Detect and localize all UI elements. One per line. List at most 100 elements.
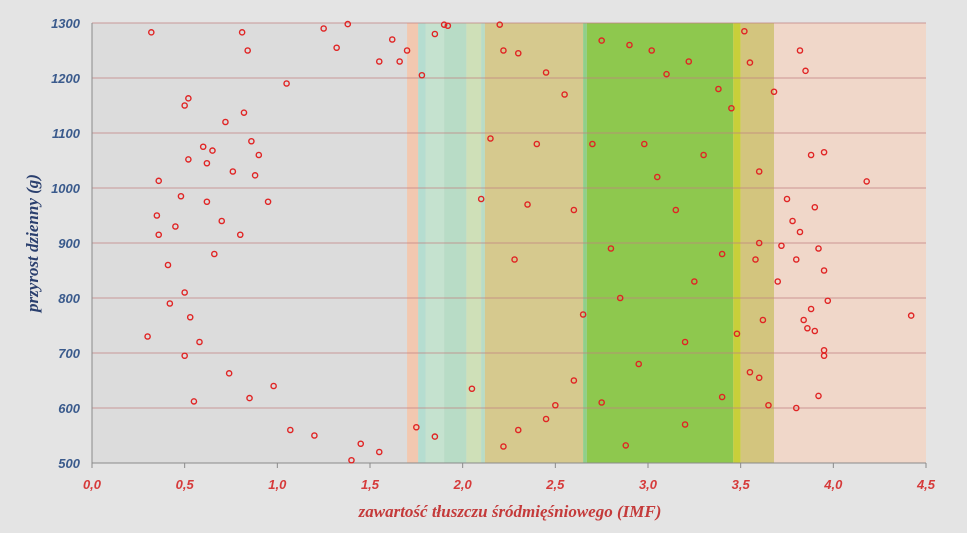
data-point [820, 148, 828, 156]
data-point [155, 177, 163, 185]
data-point [344, 20, 352, 28]
data-point [333, 44, 340, 52]
data-point [802, 67, 809, 75]
data-point [511, 256, 518, 263]
data-point [500, 47, 507, 54]
x-tick-label: 2,5 [545, 477, 565, 492]
data-point [635, 360, 643, 368]
data-point [166, 300, 174, 307]
data-point [691, 278, 698, 285]
data-point [755, 239, 763, 247]
data-point [524, 201, 531, 208]
data-point [244, 47, 251, 54]
y-tick-label: 600 [58, 401, 80, 416]
data-point [681, 421, 689, 428]
data-point [700, 151, 707, 159]
data-point [222, 118, 229, 126]
x-tick-label: 0,5 [176, 477, 195, 492]
data-point [236, 231, 244, 239]
data-point [796, 47, 804, 54]
data-point [283, 80, 290, 87]
x-tick-label: 1,0 [268, 477, 287, 492]
data-point [225, 370, 233, 377]
data-point [718, 393, 726, 401]
x-tick-labels: 0,0 0,5 1,0 1,5 2,0 2,5 3,0 3,5 4,0 4,5 [83, 477, 936, 492]
data-point [311, 432, 318, 439]
data-point [155, 231, 163, 239]
data-point [348, 456, 355, 464]
data-point [561, 91, 568, 98]
data-point [153, 212, 161, 219]
y-tick-label: 500 [58, 456, 80, 471]
data-point [542, 69, 550, 76]
data-point [181, 102, 188, 109]
data-point [778, 242, 785, 250]
x-tick-label: 3,0 [639, 477, 658, 492]
data-point [431, 433, 439, 440]
data-point [246, 394, 253, 402]
y-tick-label: 1000 [51, 181, 81, 196]
y-axis-label: przyrost dzienny (g) [23, 174, 42, 314]
gridlines [92, 22, 926, 409]
data-point [653, 173, 661, 181]
data-point [181, 352, 188, 360]
data-point [375, 448, 383, 456]
y-tick-label: 1300 [51, 16, 81, 31]
data-point [792, 404, 800, 412]
data-point [199, 143, 207, 151]
x-tick-label: 3,5 [732, 477, 751, 492]
data-point [796, 228, 804, 236]
data-point [144, 333, 151, 340]
data-point [741, 27, 748, 35]
data-point [240, 109, 248, 116]
data-point [728, 104, 735, 112]
data-point [203, 198, 211, 206]
data-point [396, 58, 403, 65]
data-points [144, 20, 915, 464]
data-point [270, 382, 277, 390]
data-point [789, 217, 796, 225]
data-point [164, 261, 172, 269]
data-point [622, 442, 630, 449]
data-point [770, 88, 778, 96]
data-point [807, 151, 815, 159]
data-point [375, 58, 383, 65]
data-point [431, 30, 439, 38]
data-point [681, 338, 689, 346]
data-point [663, 70, 670, 78]
data-point [477, 195, 485, 203]
data-point [640, 140, 648, 148]
data-point [570, 377, 578, 384]
data-point [148, 29, 155, 36]
axes [91, 23, 927, 468]
data-point [211, 250, 218, 258]
data-point [815, 392, 822, 400]
x-tick-label: 1,5 [361, 477, 380, 492]
data-point [811, 203, 819, 211]
x-axis-label: zawartość tłuszczu śródmięśniowego (IMF) [358, 502, 662, 521]
data-point [598, 37, 605, 44]
data-point [759, 316, 767, 324]
data-point [255, 151, 263, 159]
x-tick-label: 4,0 [823, 477, 843, 492]
data-point [514, 426, 522, 434]
data-point [616, 294, 624, 302]
data-point [496, 21, 504, 28]
data-point [783, 195, 791, 203]
data-point [815, 245, 822, 252]
x-tick-label: 2,0 [453, 477, 473, 492]
y-tick-labels: 500 600 700 800 900 1000 1100 1200 1300 [51, 16, 81, 471]
data-point [570, 206, 578, 214]
data-point [626, 41, 633, 49]
data-point [907, 312, 915, 319]
data-point [774, 278, 782, 285]
data-point [357, 440, 365, 448]
data-point [589, 140, 596, 148]
data-point [209, 147, 216, 154]
data-point [533, 140, 541, 148]
data-point [820, 267, 828, 274]
data-point [607, 245, 615, 252]
data-point [487, 135, 494, 142]
data-point [190, 398, 198, 405]
data-point [264, 198, 272, 206]
